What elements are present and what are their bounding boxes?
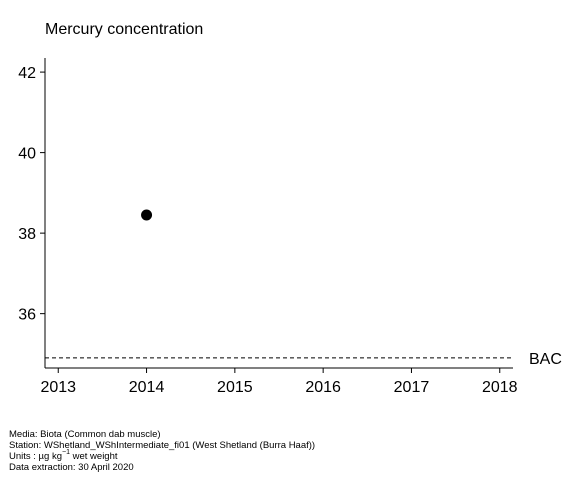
y-tick-label: 42: [18, 65, 36, 82]
footer-units-prefix: Units : µg kg: [9, 451, 62, 462]
footer: Media: Biota (Common dab muscle) Station…: [9, 429, 315, 473]
chart-title: Mercury concentration: [45, 21, 203, 38]
reference-line-label: BAC: [529, 351, 562, 368]
data-points: [141, 209, 153, 221]
x-tick-label: 2013: [40, 379, 76, 396]
x-axis-ticks: 2013 2014 2015 2016 2017 2018: [40, 368, 518, 396]
x-tick-label: 2016: [305, 379, 341, 396]
footer-units: Units : µg kg−1 wet weight: [9, 448, 315, 462]
y-tick-label: 38: [18, 226, 36, 243]
footer-media: Media: Biota (Common dab muscle): [9, 429, 161, 440]
reference-lines: BAC: [45, 351, 562, 368]
y-tick-label: 40: [18, 146, 36, 163]
footer-station: Station: WShetland_WShIntermediate_fi01 …: [9, 440, 316, 451]
x-tick-label: 2014: [129, 379, 165, 396]
footer-units-exponent: −1: [62, 448, 70, 456]
y-axis-ticks: 36 38 40 42: [18, 65, 45, 324]
data-point: [141, 209, 153, 221]
footer-units-suffix: wet weight: [69, 451, 118, 462]
x-tick-label: 2017: [394, 379, 430, 396]
y-tick-label: 36: [18, 307, 36, 324]
footer-extraction: Data extraction: 30 April 2020: [9, 462, 134, 473]
x-tick-label: 2018: [482, 379, 518, 396]
x-tick-label: 2015: [217, 379, 253, 396]
